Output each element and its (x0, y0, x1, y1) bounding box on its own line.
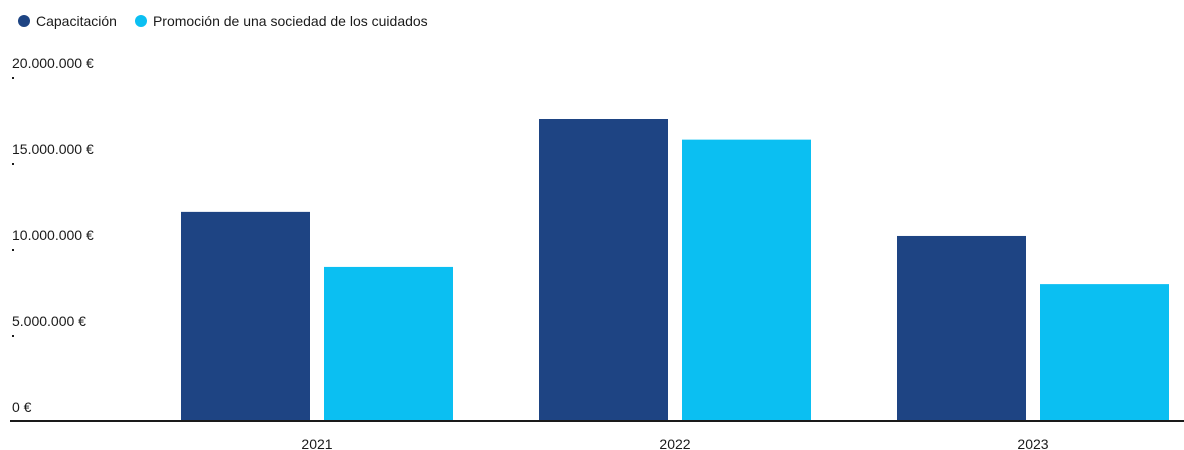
x-tick-label: 2023 (1017, 436, 1048, 450)
y-tick-mark (12, 163, 14, 165)
chart-legend: Capacitación Promoción de una sociedad d… (18, 12, 428, 30)
y-tick-label: 20.000.000 € (12, 55, 94, 71)
legend-swatch-promocion (134, 15, 147, 27)
bar-2021-series-2[interactable] (324, 266, 453, 420)
y-tick-label: 15.000.000 € (12, 141, 94, 157)
bar-2023-series-1[interactable] (897, 235, 1026, 420)
bar-2023-series-2[interactable] (1040, 284, 1169, 420)
y-axis: 0 € 5.000.000 € 10.000.000 € 15.000.000 € 20… (12, 55, 94, 415)
y-tick-mark (12, 77, 14, 79)
bar-2021-series-1[interactable] (181, 211, 310, 420)
y-tick-label: 10.000.000 € (12, 227, 94, 243)
legend-swatch-capacitacion (18, 15, 30, 27)
y-tick-label: 5.000.000 € (12, 313, 86, 329)
legend-label-capacitacion: Capacitación (36, 13, 117, 29)
y-tick-label: 0 € (12, 399, 32, 415)
bars-group (181, 119, 1169, 420)
x-tick-label: 2021 (301, 436, 332, 450)
legend-label-promocion: Promoción de una sociedad de los cuidado… (152, 13, 428, 29)
y-tick-mark (12, 335, 14, 337)
x-axis: 2021 2022 2023 (301, 436, 1048, 450)
x-tick-label: 2022 (659, 436, 690, 450)
legend-item-capacitacion[interactable]: Capacitación (18, 12, 117, 30)
bar-2022-series-1[interactable] (539, 119, 668, 420)
bar-2022-series-2[interactable] (682, 139, 811, 420)
y-tick-mark (12, 249, 14, 251)
legend-item-promocion[interactable]: Promoción de una sociedad de los cuidado… (134, 12, 428, 30)
